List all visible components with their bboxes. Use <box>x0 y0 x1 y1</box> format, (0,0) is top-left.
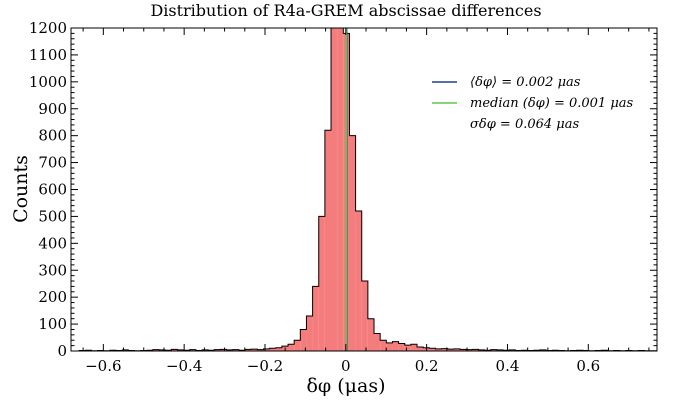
legend-entry: σδφ = 0.064 μas <box>470 117 580 132</box>
histogram-bar <box>466 349 473 351</box>
x-tick-label: 0.6 <box>576 357 600 375</box>
y-tick-label: 1200 <box>29 19 67 37</box>
x-tick-label: 0 <box>341 357 351 375</box>
histogram-bar <box>300 329 307 351</box>
y-tick-label: 200 <box>38 288 67 306</box>
y-tick-label: 500 <box>38 207 67 225</box>
y-tick-label: 400 <box>38 234 67 252</box>
histogram-bar <box>361 281 368 351</box>
histogram-bar <box>214 349 221 351</box>
x-axis-label: δφ (μas) <box>306 375 385 397</box>
y-tick-label: 900 <box>38 100 67 118</box>
histogram-bar <box>478 349 485 351</box>
histogram-bar <box>355 211 362 351</box>
histogram-bar <box>386 342 393 351</box>
histogram-bar <box>159 349 166 351</box>
histogram-bar <box>324 130 332 351</box>
histogram-bar <box>312 286 319 351</box>
histogram-bar <box>453 348 461 351</box>
histogram-bar <box>318 216 325 351</box>
chart-title: Distribution of R4a-GREM abscissae diffe… <box>150 1 541 20</box>
y-tick-label: 300 <box>38 261 67 279</box>
x-tick-label: −0.4 <box>166 357 202 375</box>
histogram-bar <box>337 28 344 351</box>
y-tick-label: 1100 <box>29 46 67 64</box>
histogram-bar <box>367 318 375 351</box>
histogram-bar <box>294 340 301 351</box>
histogram-bar <box>417 346 424 351</box>
histogram-bar <box>509 349 516 351</box>
histogram-bar <box>410 344 418 351</box>
legend-entry: ⟨δφ⟩ = 0.002 μas <box>470 75 581 90</box>
histogram-bar <box>435 348 442 351</box>
histogram-bar <box>251 349 258 351</box>
x-tick-label: −0.6 <box>85 357 121 375</box>
histogram-bar <box>398 343 405 351</box>
histogram-bar <box>349 135 356 351</box>
histogram-bar <box>380 340 387 351</box>
y-tick-label: 600 <box>38 181 67 199</box>
histogram-bar <box>202 349 209 351</box>
histogram-bar <box>245 349 252 351</box>
histogram-bar <box>496 349 504 351</box>
histogram-bar <box>269 348 276 351</box>
histogram-bar <box>171 349 178 351</box>
histogram-bar <box>257 349 264 351</box>
y-tick-label: 700 <box>38 154 67 172</box>
histogram-bar <box>220 349 227 351</box>
legend: ⟨δφ⟩ = 0.002 μas median (δφ) = 0.001 μas σ… <box>432 75 634 132</box>
y-tick-label: 1000 <box>29 73 67 91</box>
histogram-bar <box>441 348 448 351</box>
legend-entry: median (δφ) = 0.001 μas <box>470 96 634 111</box>
histogram-bar <box>306 316 313 351</box>
histogram-bar <box>490 349 497 351</box>
x-tick-label: 0.2 <box>415 357 439 375</box>
y-tick-label: 0 <box>57 342 67 360</box>
histogram-bar <box>226 349 233 351</box>
histogram-bar <box>152 349 160 351</box>
histogram-bar <box>122 349 129 351</box>
histogram-bar <box>374 333 381 351</box>
histogram-bar <box>288 344 295 351</box>
x-tick-label: −0.2 <box>247 357 283 375</box>
histogram-bar <box>447 349 454 351</box>
y-axis-label: Counts <box>10 155 32 223</box>
histogram-bar <box>539 349 547 351</box>
histogram-bar <box>472 349 479 351</box>
histogram-bar <box>392 341 399 351</box>
histogram-bar <box>404 345 411 351</box>
histogram-outline <box>73 28 657 351</box>
y-tick-label: 800 <box>38 127 67 145</box>
x-tick-label: 0.4 <box>496 357 520 375</box>
axis-ticks: −0.6 −0.4 −0.2 0 0.2 0.4 0.6 0 100 200 300 400 500 60… <box>29 19 657 375</box>
plot-area <box>73 28 657 351</box>
histogram-bar <box>331 28 338 351</box>
histogram-bar <box>263 348 270 351</box>
histogram-bar <box>429 348 436 351</box>
histogram-bar <box>189 349 196 351</box>
histogram-bar <box>177 349 184 351</box>
histogram-bar <box>232 349 239 351</box>
histogram-bar <box>275 347 282 351</box>
histogram-bar <box>460 349 467 351</box>
y-tick-label: 100 <box>38 315 67 333</box>
